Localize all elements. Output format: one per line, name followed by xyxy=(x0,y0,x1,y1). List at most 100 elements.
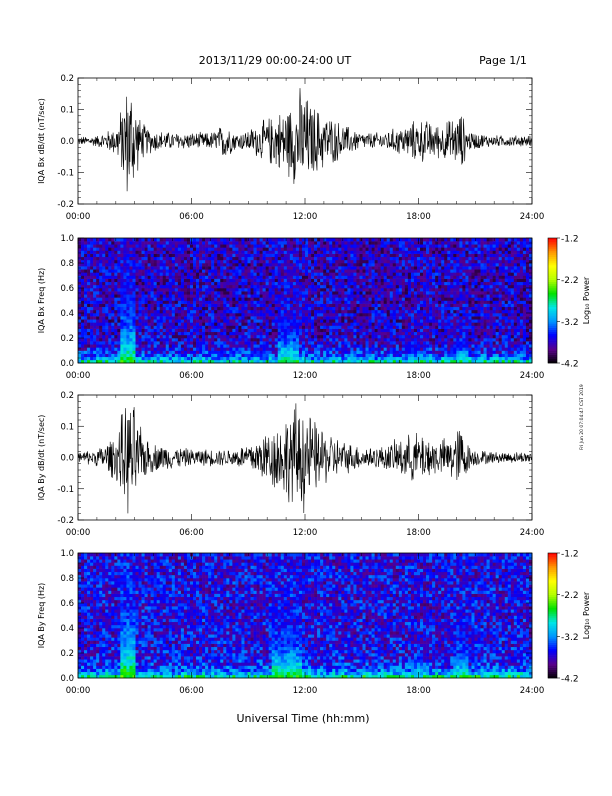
spectrogram-cell xyxy=(108,307,111,310)
spectrogram-cell xyxy=(344,294,347,297)
spectrogram-cell xyxy=(205,291,208,294)
spectrogram-cell xyxy=(238,276,241,279)
spectrogram-cell xyxy=(405,266,408,269)
spectrogram-cell xyxy=(344,247,347,250)
spectrogram-cell xyxy=(214,329,217,332)
spectrogram-cell xyxy=(378,304,381,307)
spectrogram-cell xyxy=(332,238,335,241)
spectrogram-cell xyxy=(187,332,190,335)
spectrogram-cell xyxy=(296,322,299,325)
spectrogram-cell xyxy=(399,301,402,304)
spectrogram-cell xyxy=(102,260,105,263)
spectrogram-cell xyxy=(244,247,247,250)
spectrogram-cell xyxy=(296,260,299,263)
spectrogram-cell xyxy=(129,251,132,254)
spectrogram-cell xyxy=(323,247,326,250)
spectrogram-cell xyxy=(405,251,408,254)
spectrogram-cell xyxy=(308,341,311,344)
spectrogram-cell xyxy=(111,260,114,263)
spectrogram-cell xyxy=(105,307,108,310)
spectrogram-cell xyxy=(429,238,432,241)
spectrogram-cell xyxy=(314,260,317,263)
spectrogram-cell xyxy=(423,291,426,294)
spectrogram-cell xyxy=(87,329,90,332)
spectrogram-cell xyxy=(260,316,263,319)
spectrogram-cell xyxy=(426,254,429,257)
spectrogram-cell xyxy=(420,288,423,291)
spectrogram-cell xyxy=(375,288,378,291)
spectrogram-cell xyxy=(323,344,326,347)
spectrogram-cell xyxy=(269,301,272,304)
spectrogram-cell xyxy=(120,282,123,285)
spectrogram-cell xyxy=(254,279,257,282)
spectrogram-cell xyxy=(347,322,350,325)
spectrogram-cell xyxy=(375,338,378,341)
spectrogram-cell xyxy=(241,354,244,357)
spectrogram-cell xyxy=(272,319,275,322)
spectrogram-cell xyxy=(93,247,96,250)
spectrogram-cell xyxy=(426,307,429,310)
spectrogram-cell xyxy=(205,344,208,347)
spectrogram-cell xyxy=(229,244,232,247)
spectrogram-cell xyxy=(414,307,417,310)
spectrogram-cell xyxy=(326,313,329,316)
spectrogram-cell xyxy=(290,301,293,304)
spectrogram-cell xyxy=(420,257,423,260)
spectrogram-cell xyxy=(199,347,202,350)
spectrogram-cell xyxy=(142,341,145,344)
spectrogram-cell xyxy=(226,285,229,288)
spectrogram-cell xyxy=(269,241,272,244)
spectrogram-cell xyxy=(350,285,353,288)
spectrogram-cell xyxy=(166,247,169,250)
spectrogram-cell xyxy=(353,285,356,288)
spectrogram-cell xyxy=(244,322,247,325)
spectrogram-cell xyxy=(90,310,93,313)
spectrogram-cell xyxy=(96,354,99,357)
spectrogram-cell xyxy=(247,335,250,338)
spectrogram-cell xyxy=(281,344,284,347)
spectrogram-cell xyxy=(190,244,193,247)
spectrogram-cell xyxy=(190,285,193,288)
spectrogram-cell xyxy=(87,316,90,319)
spectrogram-cell xyxy=(181,244,184,247)
spectrogram-cell xyxy=(441,251,444,254)
spectrogram-cell xyxy=(172,241,175,244)
spectrogram-cell xyxy=(423,276,426,279)
spectrogram-cell xyxy=(139,279,142,282)
spectrogram-cell xyxy=(411,263,414,266)
spectrogram-cell xyxy=(178,341,181,344)
spectrogram-cell xyxy=(272,257,275,260)
spectrogram-cell xyxy=(190,297,193,300)
spectrogram-cell xyxy=(120,357,123,360)
spectrogram-cell xyxy=(381,282,384,285)
spectrogram-cell xyxy=(308,297,311,300)
spectrogram-cell xyxy=(305,285,308,288)
spectrogram-cell xyxy=(175,335,178,338)
spectrogram-cell xyxy=(111,266,114,269)
spectrogram-cell xyxy=(117,322,120,325)
spectrogram-cell xyxy=(338,304,341,307)
spectrogram-cell xyxy=(93,310,96,313)
spectrogram-cell xyxy=(114,288,117,291)
spectrogram-cell xyxy=(287,254,290,257)
spectrogram-cell xyxy=(353,307,356,310)
spectrogram-cell xyxy=(217,310,220,313)
spectrogram-cell xyxy=(311,344,314,347)
spectrogram-cell xyxy=(281,319,284,322)
spectrogram-cell xyxy=(299,260,302,263)
spectrogram-cell xyxy=(208,304,211,307)
spectrogram-cell xyxy=(105,288,108,291)
spectrogram-cell xyxy=(205,238,208,241)
spectrogram-cell xyxy=(311,316,314,319)
spectrogram-cell xyxy=(105,282,108,285)
spectrogram-cell xyxy=(332,266,335,269)
spectrogram-cell xyxy=(311,241,314,244)
spectrogram-cell xyxy=(136,269,139,272)
spectrogram-cell xyxy=(287,344,290,347)
spectrogram-cell xyxy=(441,297,444,300)
spectrogram-cell xyxy=(438,285,441,288)
spectrogram-cell xyxy=(181,307,184,310)
spectrogram-cell xyxy=(272,247,275,250)
spectrogram-cell xyxy=(187,266,190,269)
